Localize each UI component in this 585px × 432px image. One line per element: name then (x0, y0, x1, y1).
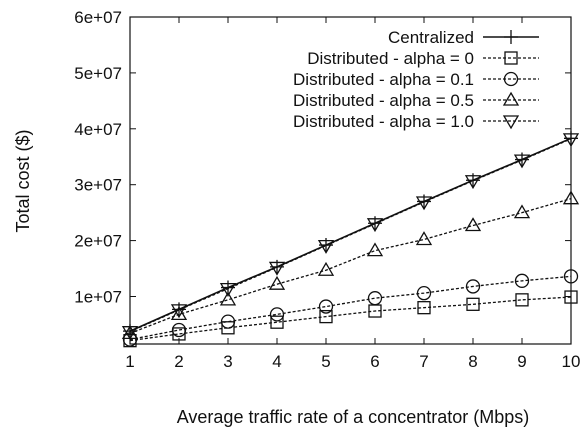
series-circle (122, 269, 579, 347)
data-point (564, 290, 578, 304)
data-point (318, 299, 334, 314)
legend-marker (503, 71, 519, 87)
data-point (170, 304, 188, 319)
data-point (415, 196, 433, 211)
data-point (465, 279, 481, 294)
x-tick-label: 7 (419, 352, 428, 371)
series-line (129, 296, 572, 342)
data-point (416, 285, 432, 301)
series-line (129, 198, 572, 334)
data-point (466, 297, 480, 311)
data-point (317, 239, 335, 254)
data-point (513, 204, 531, 219)
x-tick-label: 5 (321, 352, 330, 371)
data-point (563, 269, 579, 284)
data-point (172, 327, 186, 341)
data-point (513, 154, 531, 169)
data-point (171, 322, 187, 338)
data-point (317, 261, 335, 276)
plot-frame (129, 16, 572, 345)
y-axis-title: Total cost ($) (13, 129, 33, 232)
data-point (268, 275, 286, 290)
axes: 1 2 3 4 5 6 7 8 9 10 1e+07 2e+07 3e+07 4e+07 5e+07 6e+0… (74, 8, 580, 371)
y-tick-label: 2e+07 (74, 232, 122, 251)
data-point (515, 293, 529, 307)
data-point (220, 314, 236, 329)
data-point (464, 175, 482, 190)
y-tick-label: 1e+07 (74, 287, 122, 306)
series-square (123, 290, 578, 348)
series-layer (121, 131, 580, 348)
x-tick-label: 8 (468, 352, 477, 371)
series-triangle-down (121, 133, 580, 340)
x-tick-label: 10 (562, 352, 581, 371)
data-point (366, 242, 384, 257)
y-tick-label: 3e+07 (74, 176, 122, 195)
data-point (562, 133, 580, 148)
data-point (221, 321, 235, 335)
legend-marker (504, 51, 518, 65)
data-point (366, 218, 384, 233)
data-point (514, 273, 530, 288)
legend: Centralized Distributed - alpha = 0 Distri… (293, 28, 539, 131)
data-point (562, 190, 580, 205)
data-point (219, 291, 237, 306)
x-tick-label: 6 (370, 352, 379, 371)
x-tick-label: 4 (272, 352, 281, 371)
data-point (268, 261, 286, 276)
series-line (129, 275, 572, 341)
data-point (415, 231, 433, 246)
data-point (219, 283, 237, 297)
data-point (367, 291, 383, 306)
series-line (129, 138, 572, 333)
x-axis-title: Average traffic rate of a concentrator (… (177, 407, 530, 427)
data-point (319, 309, 333, 324)
data-point (417, 301, 431, 315)
x-tick-label: 2 (174, 352, 183, 371)
legend-label: Centralized (388, 28, 474, 47)
y-tick-label: 6e+07 (74, 8, 122, 27)
legend-label: Distributed - alpha = 1.0 (293, 112, 474, 131)
data-point (270, 315, 284, 329)
series-triangle-up (121, 190, 580, 340)
legend-label: Distributed - alpha = 0.5 (293, 91, 474, 110)
x-tick-label: 1 (125, 352, 134, 371)
data-point (269, 307, 285, 322)
legend-label: Distributed - alpha = 0.1 (293, 70, 474, 89)
legend-marker (502, 115, 520, 130)
x-tick-label: 9 (517, 352, 526, 371)
y-tick-label: 4e+07 (74, 120, 122, 139)
legend-label: Distributed - alpha = 0 (307, 49, 474, 68)
x-tick-label: 3 (223, 352, 232, 371)
y-tick-label: 5e+07 (74, 64, 122, 83)
legend-marker (504, 30, 518, 44)
legend-marker (502, 91, 520, 106)
data-point (170, 306, 188, 321)
data-point (121, 326, 139, 340)
data-point (464, 217, 482, 232)
